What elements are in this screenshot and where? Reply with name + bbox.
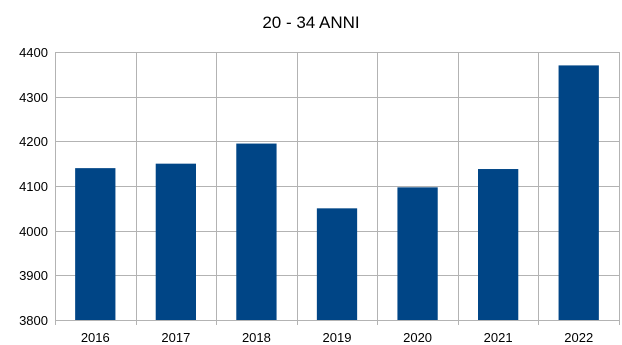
y-tick-label: 3800 — [19, 313, 48, 328]
y-tick-labels: 3800 3900 4000 4100 4200 4300 4400 — [19, 45, 48, 328]
bar-2018 — [236, 143, 277, 320]
bar-2019 — [316, 208, 358, 320]
x-tick-label: 2020 — [403, 330, 432, 345]
bar-2022 — [558, 65, 599, 321]
x-tick-labels: 2016 2017 2018 2019 2020 2021 2022 — [81, 330, 593, 345]
x-tick-label: 2022 — [564, 330, 593, 345]
x-tick-label: 2018 — [242, 330, 271, 345]
x-tick-label: 2017 — [161, 330, 190, 345]
bars-layer — [75, 65, 599, 321]
y-tick-label: 4400 — [19, 45, 48, 60]
bar-2021 — [478, 169, 519, 320]
y-tick-label: 4200 — [19, 134, 48, 149]
bar-2017 — [155, 163, 196, 320]
y-tick-label: 4100 — [19, 179, 48, 194]
chart-title: 20 - 34 ANNI — [262, 13, 359, 32]
x-tick-label: 2016 — [81, 330, 110, 345]
x-tick-label: 2021 — [484, 330, 513, 345]
x-tick-label: 2019 — [323, 330, 352, 345]
bar-2020 — [397, 187, 438, 320]
y-tick-label: 3900 — [19, 268, 48, 283]
y-tick-label: 4300 — [19, 90, 48, 105]
y-tick-label: 4000 — [19, 224, 48, 239]
bar-2016 — [75, 168, 116, 320]
grid-layer — [55, 52, 620, 325]
